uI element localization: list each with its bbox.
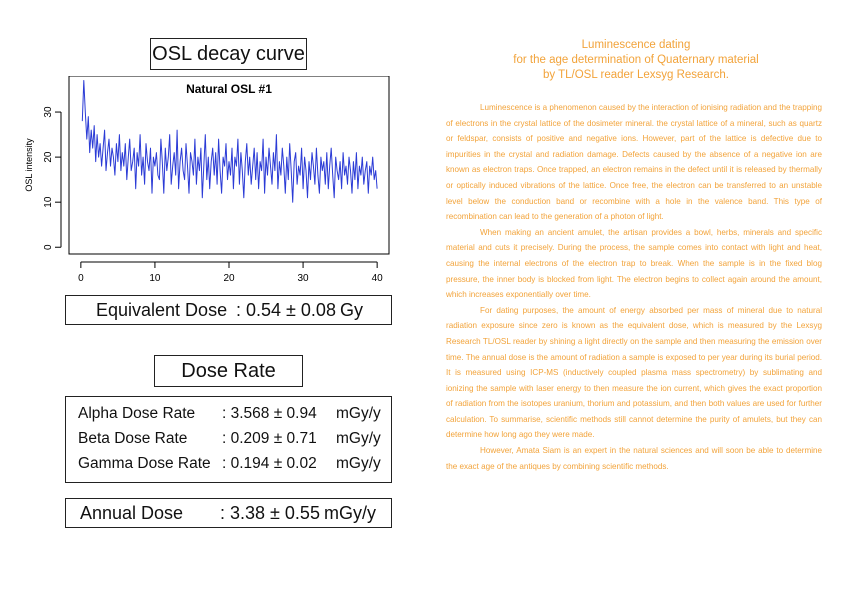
gamma-dose-rate-label: Gamma Dose Rate [78, 455, 211, 472]
x-tick-label: 0 [78, 273, 84, 284]
alpha-dose-rate-unit: mGy/y [336, 405, 381, 422]
y-tick-label: 0 [43, 244, 54, 250]
beta-dose-rate-label: Beta Dose Rate [78, 430, 188, 447]
x-tick-label: 10 [149, 273, 161, 284]
equivalent-dose-value: : 0.54 ± 0.08 [236, 300, 336, 320]
plot-frame [68, 76, 390, 255]
dose-rates-box: Alpha Dose Rate : 3.568 ± 0.94 mGy/y Bet… [65, 396, 392, 483]
gamma-dose-rate-row: Gamma Dose Rate : 0.194 ± 0.02 mGy/y [78, 455, 391, 477]
article-body: Luminescence is a phenomenon caused by t… [446, 100, 822, 474]
y-tick-label: 20 [43, 151, 54, 163]
y-tick-label: 30 [43, 106, 54, 118]
annual-dose-unit: mGy/y [324, 503, 376, 523]
annual-dose-value: : 3.38 ± 0.55 [220, 503, 320, 523]
beta-dose-rate-unit: mGy/y [336, 430, 381, 447]
annual-dose-box: Annual Dose : 3.38 ± 0.55 mGy/y [65, 498, 392, 528]
article-title-line: Luminescence dating [581, 39, 691, 51]
gamma-dose-rate-unit: mGy/y [336, 455, 381, 472]
x-tick-label: 40 [372, 273, 384, 284]
dose-rate-title: Dose Rate [154, 355, 303, 387]
chart-title: Natural OSL #1 [186, 82, 272, 96]
article-paragraph: For dating purposes, the amount of energ… [446, 305, 822, 440]
osl-chart: Natural OSL #1 OSL intensity 0 10 20 30 0 10 20 3… [24, 76, 390, 284]
equivalent-dose-label: Equivalent Dose [96, 300, 228, 320]
x-tick-label: 20 [223, 273, 235, 284]
beta-dose-rate-row: Beta Dose Rate : 0.209 ± 0.71 mGy/y [78, 430, 391, 452]
article-title: Luminescence dating for the age determin… [448, 38, 824, 83]
equivalent-dose-box: Equivalent Dose : 0.54 ± 0.08 Gy [65, 295, 392, 325]
osl-intensity-line [81, 80, 378, 203]
y-tick-label: 10 [43, 196, 54, 208]
alpha-dose-rate-row: Alpha Dose Rate : 3.568 ± 0.94 mGy/y [78, 405, 391, 427]
alpha-dose-rate-label: Alpha Dose Rate [78, 405, 196, 422]
article-paragraph: However, Amata Siam is an expert in the … [446, 446, 822, 471]
beta-dose-rate-value: : 0.209 ± 0.71 [222, 430, 317, 447]
article-title-line: for the age determination of Quaternary … [513, 54, 759, 66]
x-tick-label: 30 [298, 273, 310, 284]
gamma-dose-rate-value: : 0.194 ± 0.02 [222, 455, 317, 472]
y-axis-label: OSL intensity [24, 138, 34, 192]
alpha-dose-rate-value: : 3.568 ± 0.94 [222, 405, 317, 422]
article-paragraph: Luminescence is a phenomenon caused by t… [446, 103, 822, 222]
article-title-line: by TL/OSL reader Lexsyg Research. [542, 69, 729, 81]
annual-dose-label: Annual Dose [80, 503, 184, 523]
article-paragraph: When making an ancient amulet, the artis… [446, 227, 822, 300]
osl-decay-curve-title: OSL decay curve [150, 38, 307, 70]
equivalent-dose-unit: Gy [340, 300, 364, 320]
